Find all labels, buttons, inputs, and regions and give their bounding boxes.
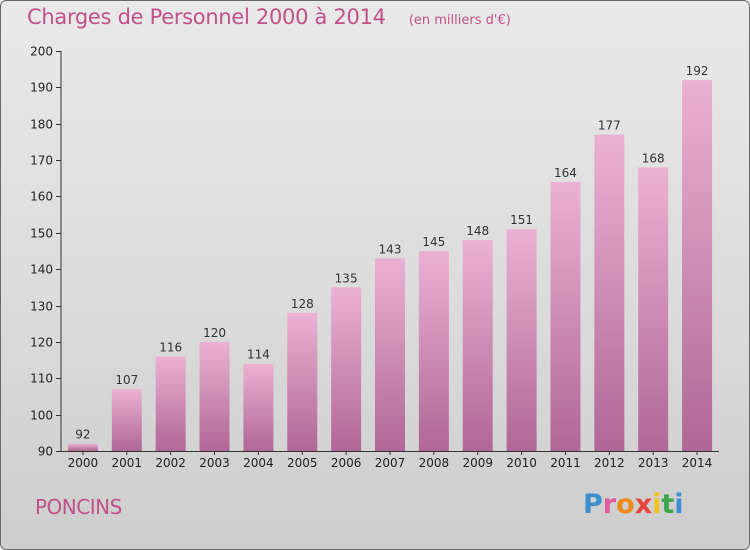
bar-value-label: 148 xyxy=(466,224,489,238)
bar xyxy=(287,312,318,451)
bar xyxy=(462,240,493,451)
bar xyxy=(682,80,713,451)
bar xyxy=(506,229,537,451)
bar-value-label: 92 xyxy=(75,428,90,442)
y-tick-label: 170 xyxy=(30,154,53,168)
x-tick-label: 2004 xyxy=(243,456,274,470)
y-tick-label: 160 xyxy=(30,190,53,204)
bar xyxy=(243,363,274,451)
y-tick-label: 100 xyxy=(30,409,53,423)
bar xyxy=(199,341,230,451)
proxiti-logo: Proxiti xyxy=(583,489,684,520)
x-tick-label: 2006 xyxy=(331,456,362,470)
y-tick-label: 130 xyxy=(30,300,53,314)
logo-letter: P xyxy=(583,489,603,520)
y-tick-label: 180 xyxy=(30,118,53,132)
chart-title-block: Charges de Personnel 2000 à 2014 (en mil… xyxy=(27,5,511,29)
logo-letter: i xyxy=(674,489,684,520)
bar-value-label: 177 xyxy=(598,119,621,133)
bar-value-label: 120 xyxy=(203,326,226,340)
bar-value-label: 145 xyxy=(422,235,445,249)
logo-letter: t xyxy=(661,489,675,520)
bar xyxy=(111,389,142,451)
logo-letter: o xyxy=(616,489,635,520)
x-tick-label: 2012 xyxy=(594,456,625,470)
bar xyxy=(155,356,186,451)
y-tick-label: 90 xyxy=(38,445,53,459)
logo-letter: x xyxy=(634,489,653,520)
x-tick-label: 2003 xyxy=(199,456,230,470)
logo-letter: i xyxy=(652,489,662,520)
x-tick-label: 2013 xyxy=(638,456,669,470)
y-tick-label: 150 xyxy=(30,227,53,241)
bar-value-label: 143 xyxy=(379,242,402,256)
x-tick-label: 2009 xyxy=(462,456,493,470)
bar xyxy=(594,134,625,452)
bar-value-label: 135 xyxy=(335,271,358,285)
y-tick-label: 120 xyxy=(30,336,53,350)
x-tick-label: 2008 xyxy=(419,456,450,470)
x-tick-label: 2001 xyxy=(112,456,143,470)
x-tick-label: 2014 xyxy=(682,456,713,470)
bar xyxy=(638,167,669,451)
bar xyxy=(331,287,362,451)
bar-value-label: 107 xyxy=(115,373,138,387)
bar-value-label: 116 xyxy=(159,340,182,354)
x-tick-label: 2002 xyxy=(155,456,186,470)
x-tick-label: 2010 xyxy=(506,456,537,470)
bars-group: 92 107 116 120 114 128 135 143 145 148 151 164 177 16… xyxy=(67,64,713,452)
axes-group: 90 100 110 120 130 140 150 160 170 180 190 200 2000 2… xyxy=(30,45,719,470)
bar xyxy=(418,251,449,451)
x-tick-label: 2005 xyxy=(287,456,318,470)
y-tick-label: 140 xyxy=(30,263,53,277)
x-tick-label: 2011 xyxy=(550,456,581,470)
bar-value-label: 128 xyxy=(291,297,314,311)
bar-value-label: 192 xyxy=(686,64,709,78)
bar-value-label: 114 xyxy=(247,348,270,362)
logo-letter: r xyxy=(602,489,617,520)
x-tick-label: 2000 xyxy=(68,456,99,470)
chart-title: Charges de Personnel 2000 à 2014 xyxy=(27,5,386,29)
chart-subtitle: (en milliers d'€) xyxy=(408,13,511,28)
bar xyxy=(67,443,98,451)
bar-value-label: 168 xyxy=(642,151,665,165)
bar xyxy=(375,258,405,451)
commune-name: PONCINS xyxy=(35,495,122,519)
y-tick-label: 110 xyxy=(30,372,53,386)
y-tick-label: 190 xyxy=(30,81,53,95)
y-tick-label: 200 xyxy=(30,45,53,59)
bar-value-label: 151 xyxy=(510,213,533,227)
x-tick-label: 2007 xyxy=(375,456,406,470)
bar-value-label: 164 xyxy=(554,166,577,180)
bar xyxy=(550,181,581,451)
